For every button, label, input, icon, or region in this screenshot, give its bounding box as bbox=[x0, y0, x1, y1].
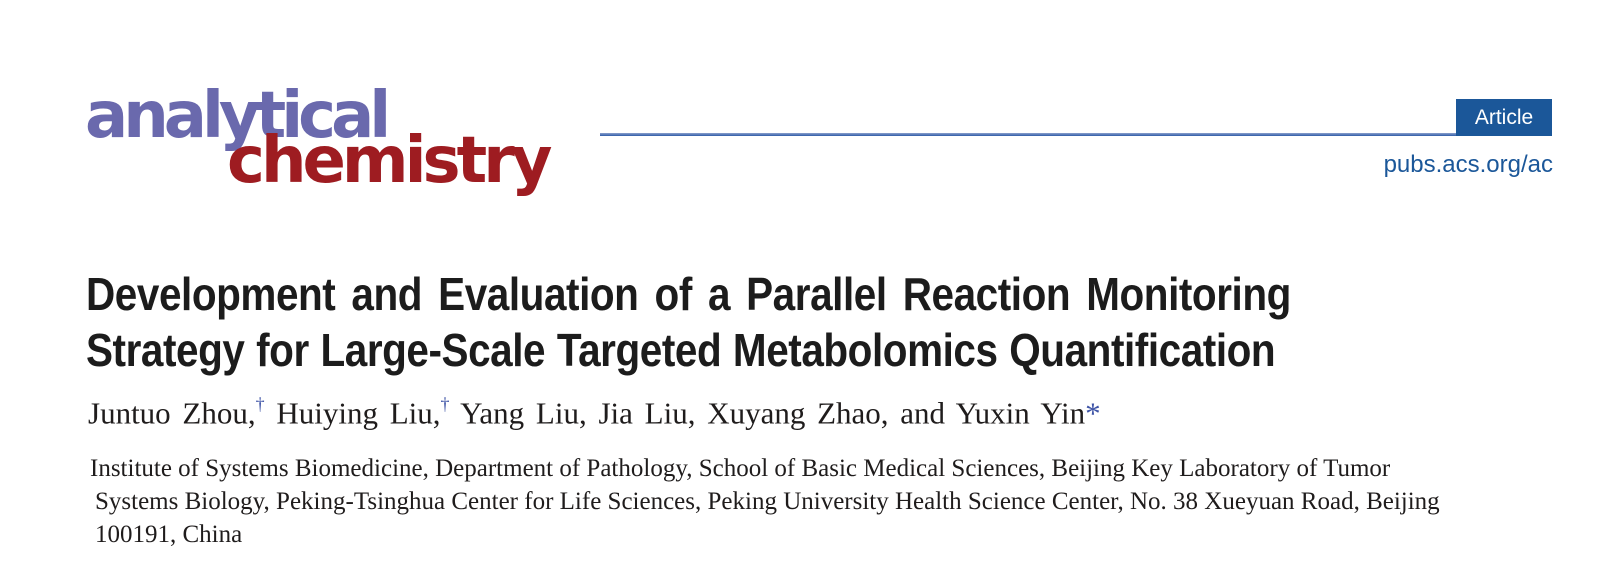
author-affiliation-marker: † bbox=[440, 394, 450, 414]
affiliation-line: 100191, China bbox=[95, 521, 243, 548]
author-name: Juntuo Zhou, bbox=[88, 395, 256, 431]
header-rule bbox=[600, 133, 1456, 136]
authors-line: Juntuo Zhou,† Huiying Liu,† Yang Liu, Ji… bbox=[88, 386, 1101, 433]
journal-url-link[interactable]: pubs.acs.org/ac bbox=[1383, 151, 1553, 178]
author-affiliation-marker: † bbox=[255, 394, 265, 414]
affiliation: Institute of Systems Biomedicine, Depart… bbox=[90, 452, 1440, 551]
article-type-badge-label: Article bbox=[1474, 105, 1534, 129]
article-type-badge: Article bbox=[1456, 99, 1552, 136]
logo-word-analytical: analytical bbox=[85, 79, 391, 153]
author-name: Huiying Liu, bbox=[276, 395, 441, 431]
logo-word-chemistry: chemistry bbox=[227, 124, 552, 198]
article-title: Development and Evaluation of a Parallel… bbox=[86, 266, 1455, 378]
affiliation-line: Institute of Systems Biomedicine, Depart… bbox=[90, 455, 1391, 482]
author-name: Yang Liu, Jia Liu, Xuyang Zhao, and Yuxi… bbox=[460, 395, 1086, 431]
journal-logo: analytical chemistry bbox=[85, 72, 625, 197]
affiliation-line: Systems Biology, Peking-Tsinghua Center … bbox=[95, 488, 1440, 515]
title-line-2: Strategy for Large-Scale Targeted Metabo… bbox=[86, 324, 1276, 376]
corresponding-author-marker: * bbox=[1085, 395, 1101, 431]
title-line-1: Development and Evaluation of a Parallel… bbox=[86, 268, 1291, 320]
